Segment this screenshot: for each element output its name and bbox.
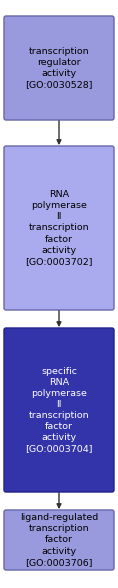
FancyBboxPatch shape (4, 510, 114, 570)
FancyBboxPatch shape (4, 146, 114, 310)
Text: transcription
regulator
activity
[GO:0030528]: transcription regulator activity [GO:003… (25, 47, 93, 89)
Text: RNA
polymerase
II
transcription
factor
activity
[GO:0003702]: RNA polymerase II transcription factor a… (25, 190, 93, 266)
Text: ligand-regulated
transcription
factor
activity
[GO:0003706]: ligand-regulated transcription factor ac… (20, 513, 98, 567)
Text: specific
RNA
polymerase
II
transcription
factor
activity
[GO:0003704]: specific RNA polymerase II transcription… (25, 367, 93, 453)
FancyBboxPatch shape (4, 328, 114, 492)
FancyBboxPatch shape (4, 16, 114, 120)
